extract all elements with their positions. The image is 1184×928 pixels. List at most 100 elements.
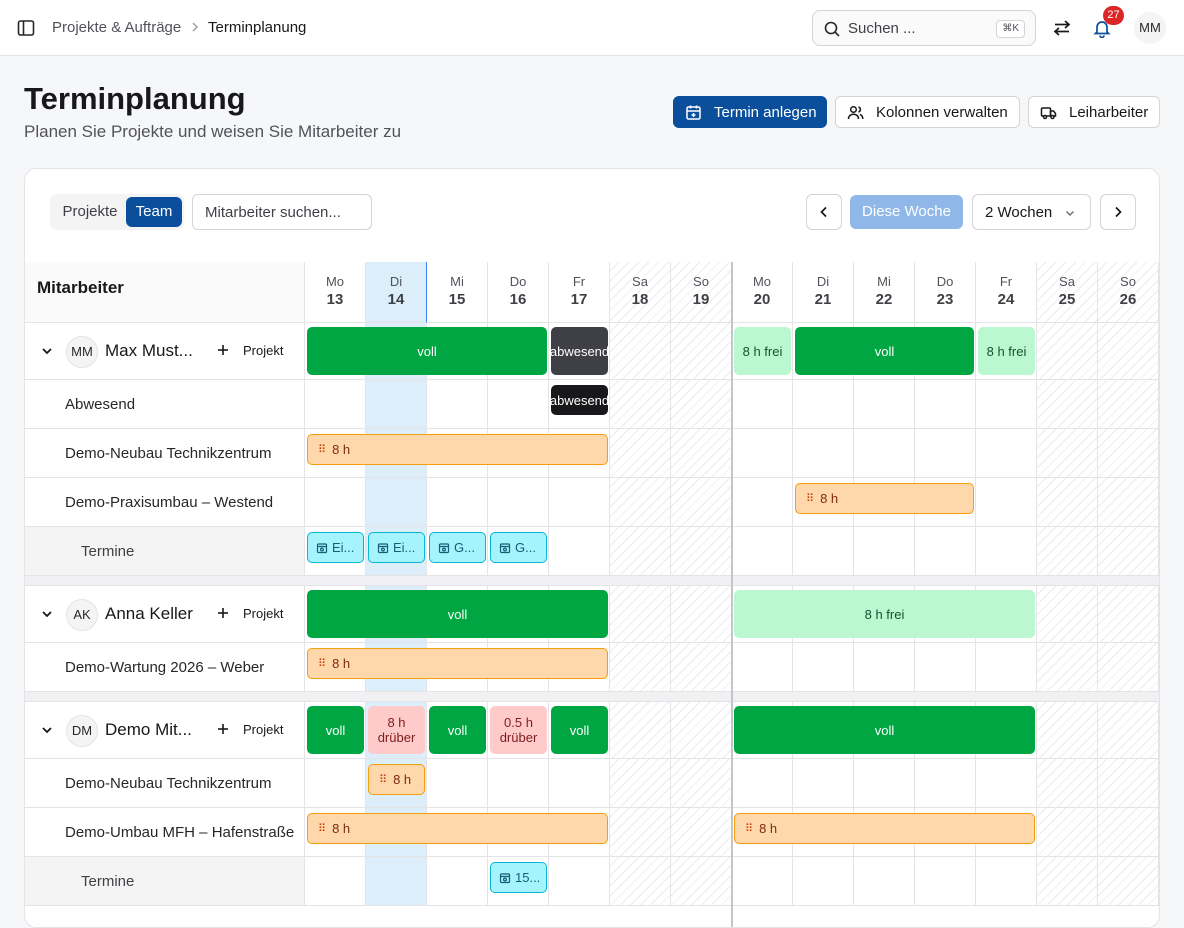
day-cell[interactable] xyxy=(366,478,427,527)
capacity-bar[interactable]: voll xyxy=(307,590,608,638)
day-cell[interactable] xyxy=(671,380,732,429)
day-cell[interactable] xyxy=(1037,857,1098,906)
drag-handle-icon[interactable]: ⠿ xyxy=(745,823,753,835)
day-cell[interactable] xyxy=(1098,643,1159,692)
day-cell[interactable] xyxy=(732,643,793,692)
day-cell[interactable] xyxy=(976,380,1037,429)
capacity-bar[interactable]: abwesend xyxy=(551,327,608,375)
absence-bar[interactable]: abwesend xyxy=(551,385,608,415)
day-cell[interactable] xyxy=(793,857,854,906)
day-cell[interactable] xyxy=(915,429,976,478)
day-cell[interactable] xyxy=(610,759,671,808)
day-cell[interactable] xyxy=(915,759,976,808)
global-search[interactable]: Suchen ... ⌘K xyxy=(812,10,1036,46)
project-assignment-bar[interactable]: ⠿ 8 h xyxy=(734,813,1035,844)
user-avatar[interactable]: MM xyxy=(1134,12,1166,44)
day-cell[interactable] xyxy=(1037,478,1098,527)
day-cell[interactable] xyxy=(610,527,671,576)
day-cell[interactable] xyxy=(610,808,671,857)
drag-handle-icon[interactable]: ⠿ xyxy=(318,658,326,670)
day-cell[interactable] xyxy=(488,759,549,808)
drag-handle-icon[interactable]: ⠿ xyxy=(379,774,387,786)
day-cell[interactable] xyxy=(671,857,732,906)
day-cell[interactable] xyxy=(1037,527,1098,576)
day-cell[interactable] xyxy=(671,429,732,478)
day-cell[interactable] xyxy=(427,380,488,429)
day-cell[interactable] xyxy=(671,643,732,692)
this-week-button[interactable]: Diese Woche xyxy=(850,195,963,229)
project-assignment-bar[interactable]: ⠿ 8 h xyxy=(307,648,608,679)
day-cell[interactable] xyxy=(671,808,732,857)
collapse-chevron-icon[interactable] xyxy=(40,607,54,621)
day-cell[interactable] xyxy=(793,643,854,692)
day-cell[interactable] xyxy=(732,759,793,808)
appointment-chip[interactable]: 15... xyxy=(490,862,547,893)
project-assignment-bar[interactable]: ⠿ 8 h xyxy=(368,764,425,795)
day-cell[interactable] xyxy=(976,643,1037,692)
day-cell[interactable] xyxy=(732,857,793,906)
day-cell[interactable] xyxy=(1098,527,1159,576)
next-week-button[interactable] xyxy=(1100,194,1136,230)
capacity-bar[interactable]: voll xyxy=(429,706,486,754)
day-cell[interactable] xyxy=(671,759,732,808)
capacity-bar[interactable]: voll xyxy=(734,706,1035,754)
day-cell[interactable] xyxy=(1037,759,1098,808)
day-cell[interactable] xyxy=(610,857,671,906)
capacity-bar[interactable]: voll xyxy=(795,327,974,375)
day-cell[interactable] xyxy=(732,527,793,576)
day-cell[interactable] xyxy=(305,478,366,527)
day-cell[interactable] xyxy=(976,527,1037,576)
day-cell[interactable] xyxy=(732,478,793,527)
appointment-chip[interactable]: G... xyxy=(490,532,547,563)
project-assignment-bar[interactable]: ⠿ 8 h xyxy=(307,813,608,844)
capacity-bar[interactable]: 8 h frei xyxy=(734,327,791,375)
day-cell[interactable] xyxy=(793,429,854,478)
capacity-bar[interactable]: 0.5 h drüber xyxy=(490,706,547,754)
collapse-chevron-icon[interactable] xyxy=(40,723,54,737)
day-cell[interactable] xyxy=(488,380,549,429)
day-cell[interactable] xyxy=(1098,380,1159,429)
day-cell[interactable] xyxy=(427,857,488,906)
day-cell[interactable] xyxy=(305,759,366,808)
employee-search-input[interactable] xyxy=(192,194,372,230)
day-cell[interactable] xyxy=(1037,323,1098,380)
day-cell[interactable] xyxy=(854,429,915,478)
new-appointment-button[interactable]: Termin anlegen xyxy=(673,96,827,128)
day-cell[interactable] xyxy=(305,380,366,429)
day-cell[interactable] xyxy=(610,478,671,527)
day-cell[interactable] xyxy=(549,759,610,808)
drag-handle-icon[interactable]: ⠿ xyxy=(318,444,326,456)
day-cell[interactable] xyxy=(915,643,976,692)
capacity-bar[interactable]: 8 h frei xyxy=(734,590,1035,638)
day-cell[interactable] xyxy=(549,478,610,527)
drag-handle-icon[interactable]: ⠿ xyxy=(318,823,326,835)
day-cell[interactable] xyxy=(1098,323,1159,380)
capacity-bar[interactable]: voll xyxy=(307,327,547,375)
day-cell[interactable] xyxy=(1098,808,1159,857)
collapse-chevron-icon[interactable] xyxy=(40,344,54,358)
day-cell[interactable] xyxy=(976,759,1037,808)
day-cell[interactable] xyxy=(732,429,793,478)
view-projects-tab[interactable]: Projekte xyxy=(62,203,118,220)
day-cell[interactable] xyxy=(976,478,1037,527)
day-cell[interactable] xyxy=(610,429,671,478)
day-cell[interactable] xyxy=(427,478,488,527)
day-cell[interactable] xyxy=(976,857,1037,906)
day-cell[interactable] xyxy=(1037,702,1098,759)
capacity-bar[interactable]: 8 h frei xyxy=(978,327,1035,375)
drag-handle-icon[interactable]: ⠿ xyxy=(806,493,814,505)
day-cell[interactable] xyxy=(1098,857,1159,906)
appointment-chip[interactable]: Ei... xyxy=(368,532,425,563)
day-cell[interactable] xyxy=(610,586,671,643)
view-team-tab[interactable]: Team xyxy=(126,197,182,227)
day-cell[interactable] xyxy=(1098,759,1159,808)
day-cell[interactable] xyxy=(671,586,732,643)
range-select[interactable]: 2 Wochen xyxy=(972,194,1091,230)
day-cell[interactable] xyxy=(854,643,915,692)
day-cell[interactable] xyxy=(671,323,732,380)
day-cell[interactable] xyxy=(1037,586,1098,643)
day-cell[interactable] xyxy=(793,759,854,808)
day-cell[interactable] xyxy=(915,380,976,429)
capacity-bar[interactable]: voll xyxy=(307,706,364,754)
day-cell[interactable] xyxy=(610,702,671,759)
